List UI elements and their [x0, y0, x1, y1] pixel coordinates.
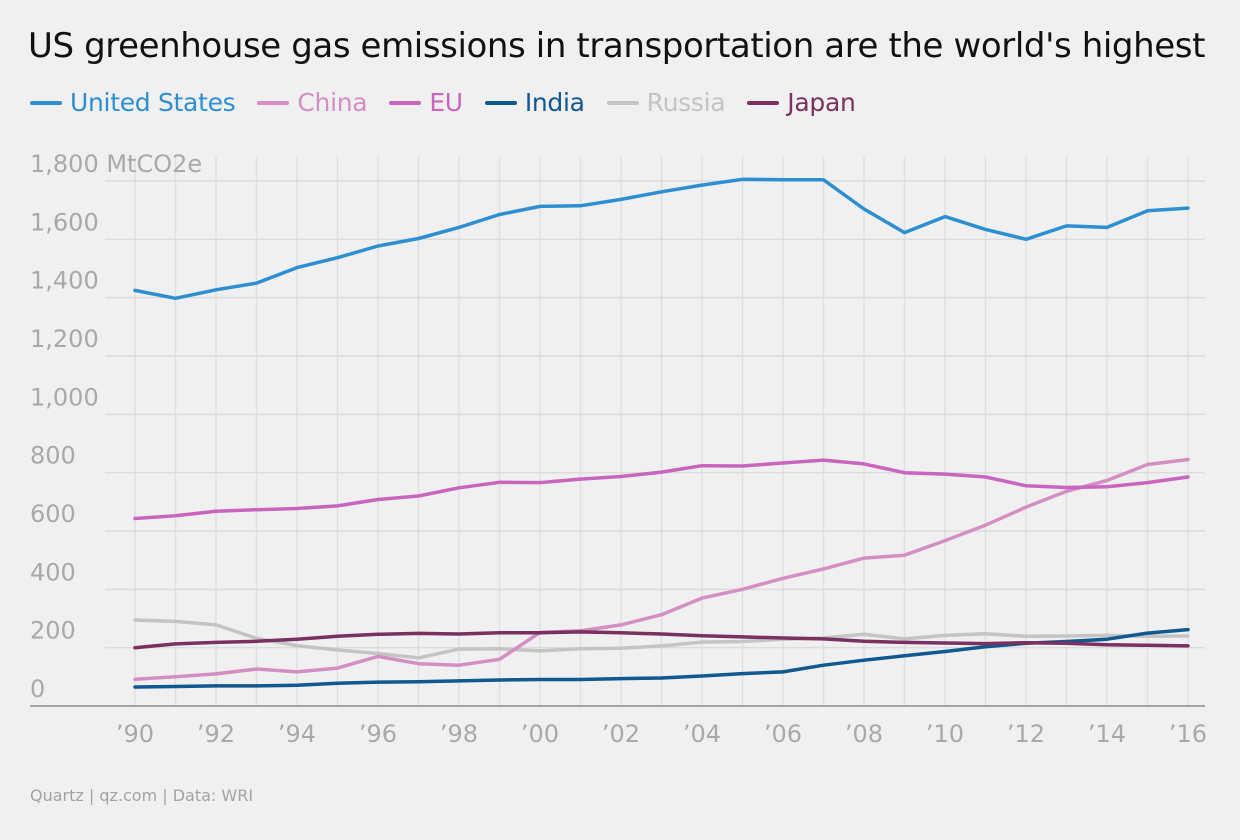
series-line-japan [133, 630, 1190, 650]
x-tick-label: ’96 [359, 720, 397, 748]
grid-lines [30, 157, 1205, 707]
legend-label-japan: Japan [787, 88, 856, 117]
legend-label-russia: Russia [646, 88, 726, 117]
x-tick-label: ’92 [197, 720, 235, 748]
x-tick-label: ’00 [521, 720, 559, 748]
y-tick-label: 1,800 MtCO2e [30, 150, 202, 178]
x-tick-label: ’94 [278, 720, 316, 748]
x-tick-label: ’10 [926, 720, 964, 748]
y-tick-label: 400 [30, 558, 76, 586]
x-tick-label: ’14 [1088, 720, 1126, 748]
legend-item-eu: EU [389, 88, 463, 117]
x-tick-label: ’16 [1169, 720, 1207, 748]
series-lines [133, 177, 1190, 689]
y-tick-label: 600 [30, 500, 76, 528]
x-tick-label: ’04 [683, 720, 721, 748]
legend-label-china: China [297, 88, 368, 117]
series-line-eu [133, 458, 1190, 521]
x-tick-label: ’06 [764, 720, 802, 748]
legend-label-eu: EU [429, 88, 463, 117]
y-tick-label: 1,200 [30, 325, 99, 353]
legend-swatch-india [484, 100, 517, 105]
y-tick-label: 800 [30, 442, 76, 470]
legend-swatch-russia [606, 100, 639, 105]
x-tick-label: ’02 [602, 720, 640, 748]
y-tick-label: 200 [30, 617, 76, 645]
y-tick-label: 1,600 [30, 208, 99, 236]
legend-label-india: India [524, 88, 585, 117]
legend-swatch-united-states [30, 100, 62, 105]
source-footer: Quartz | qz.com | Data: WRI [30, 786, 254, 805]
y-tick-label: 1,400 [30, 267, 99, 295]
x-tick-label: ’12 [1007, 720, 1045, 748]
axis-tick-labels: 0 200 400 600 800 1,000 1,200 1,400 1,600 1,800 M… [30, 150, 1207, 748]
legend-label-united-states: United States [70, 88, 236, 117]
chart-legend: United States China EU India Russia Japa… [30, 88, 878, 117]
x-tick-label: ’08 [845, 720, 883, 748]
x-tick-label: ’90 [116, 720, 154, 748]
legend-item-india: India [484, 88, 585, 117]
y-tick-label: 0 [30, 675, 45, 703]
series-line-china [133, 457, 1190, 681]
legend-item-china: China [257, 88, 368, 117]
legend-swatch-eu [389, 100, 422, 105]
legend-item-united-states: United States [30, 88, 236, 117]
legend-swatch-japan [747, 100, 780, 105]
chart-title: US greenhouse gas emissions in transport… [28, 26, 1206, 66]
y-tick-label: 1,000 [30, 383, 99, 411]
legend-swatch-china [257, 100, 290, 105]
legend-item-japan: Japan [747, 88, 856, 117]
x-tick-label: ’98 [440, 720, 478, 748]
legend-item-russia: Russia [606, 88, 726, 117]
series-line-russia [133, 618, 1190, 660]
series-line-united-states [133, 177, 1190, 301]
